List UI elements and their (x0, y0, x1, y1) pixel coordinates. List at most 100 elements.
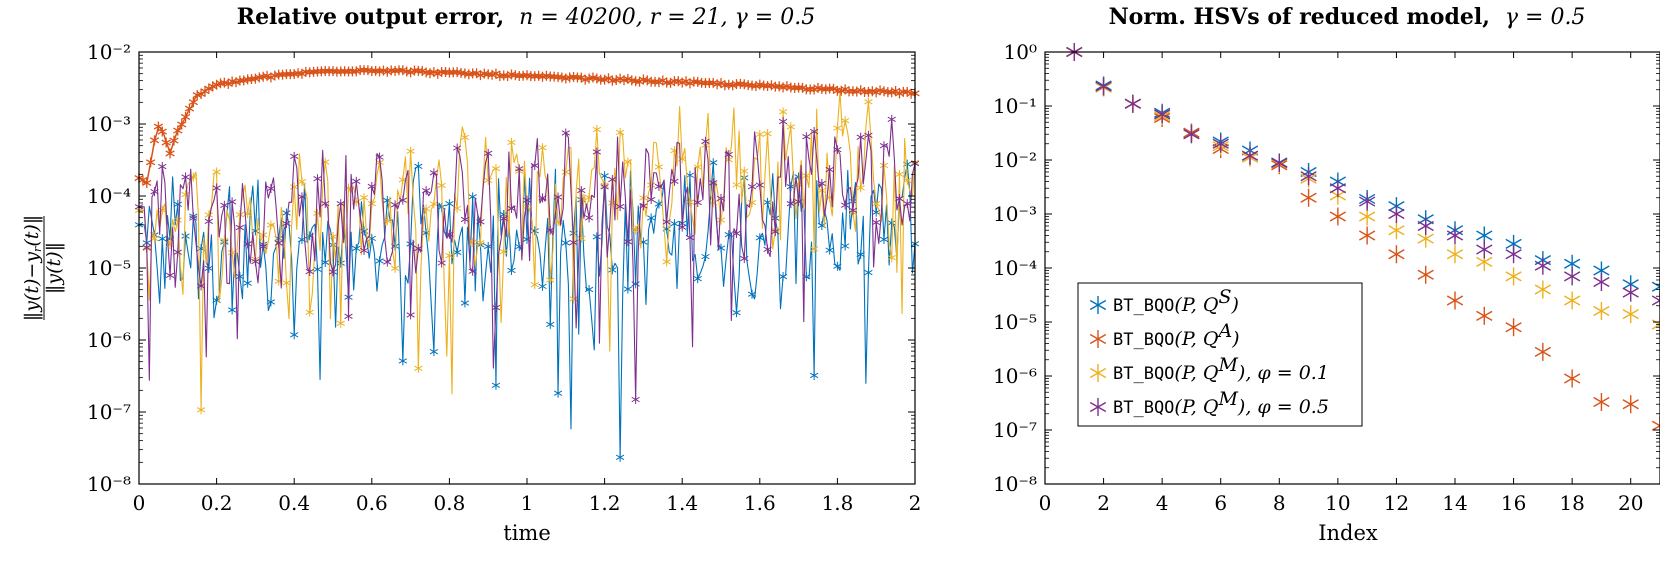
chart1-point (546, 319, 555, 329)
hsv-chart: Norm. HSVs of reduced model, γ = 0.5 0 2 4… (993, 4, 1660, 545)
chart1-point (421, 204, 431, 214)
chart1-point (507, 137, 516, 147)
chart1-point (324, 66, 334, 77)
chart1-point (414, 243, 423, 253)
legend-label-1: BT_BQO(P, QA) (1113, 320, 1240, 350)
chart2-point (1563, 291, 1581, 310)
chart1-point (204, 216, 213, 226)
chart1-point (805, 84, 815, 95)
chart1-point (235, 223, 245, 233)
chart1-point (700, 78, 711, 89)
chart1-point (460, 132, 470, 142)
chart1-x-tick-label: 1 (521, 491, 534, 515)
chart2-y-tick-label: 10⁻⁴ (993, 256, 1037, 280)
chart2-x-tick-label: 20 (1618, 491, 1643, 515)
chart1-point (872, 199, 881, 209)
chart1-point (809, 127, 819, 137)
chart1-point (398, 356, 407, 366)
chart1-point (763, 244, 772, 254)
chart2-x-tick-label: 8 (1273, 491, 1286, 515)
chart2-point (1622, 283, 1639, 302)
chart2-point (1388, 205, 1405, 223)
chart1-point (181, 172, 190, 182)
chart1-point (740, 166, 749, 176)
chart1-point (169, 135, 179, 146)
chart2-point (1446, 291, 1464, 310)
chart1-y-tick-label: 10⁻² (87, 40, 131, 64)
chart1-point (344, 311, 353, 321)
chart1-y-label-numerator: ‖y(t)−yr(t)‖ (21, 215, 44, 322)
chart1-point (755, 233, 764, 243)
chart1-point (460, 214, 470, 224)
chart1-point (336, 66, 346, 77)
chart1-point (491, 164, 501, 174)
chart1-point (235, 210, 245, 220)
chart1-point (460, 298, 470, 308)
chart2-point (1417, 265, 1434, 284)
chart1-point (359, 65, 369, 76)
chart1-point (339, 66, 350, 77)
legend-item-1: BT_BQO(P, QA) (1089, 320, 1240, 350)
chart2-x-tick-label: 12 (1384, 491, 1409, 515)
chart2-y-tick-label: 10⁰ (1004, 40, 1037, 64)
chart1-point (507, 203, 516, 213)
chart1-point (824, 83, 835, 94)
chart2-point (1593, 273, 1610, 292)
chart1-point (802, 272, 811, 282)
chart1-point (546, 275, 555, 285)
chart2-point (1358, 226, 1376, 245)
chart1-point (716, 215, 726, 225)
chart2-x-tick-label: 16 (1501, 491, 1526, 515)
chart1-point (678, 222, 687, 232)
chart1-point (615, 202, 625, 212)
chart1-point (157, 126, 167, 137)
chart1-point (352, 176, 361, 186)
legend-marker-3 (1089, 398, 1107, 416)
chart1-point (647, 180, 656, 190)
chart1-point (724, 230, 733, 240)
chart2-x-tick-label: 10 (1325, 491, 1350, 515)
chart1-point (778, 117, 788, 127)
chart1-point (701, 136, 710, 146)
chart2-x-tick-label: 18 (1559, 491, 1584, 515)
chart1-point (856, 183, 865, 193)
chart2-x-tick-label: 14 (1442, 491, 1467, 515)
chart1-point (491, 380, 501, 390)
chart1-series-2 (134, 90, 920, 415)
chart1-point (453, 247, 462, 257)
chart1-point (763, 197, 772, 207)
chart1-point (833, 123, 842, 133)
chart1-point (623, 157, 633, 167)
chart2-y-tick-label: 10⁻⁷ (993, 418, 1037, 442)
chart1-point (685, 233, 695, 243)
chart1-point (173, 215, 182, 225)
chart1-point (173, 199, 182, 209)
chart1-point (639, 201, 648, 211)
chart1-series-line-2 (139, 90, 916, 411)
chart1-point (189, 213, 198, 223)
chart1-point (444, 67, 455, 78)
chart2-point (1388, 221, 1405, 240)
chart1-point (445, 251, 454, 261)
chart2-point (1329, 179, 1347, 198)
chart1-point (887, 114, 896, 124)
chart1-point (297, 177, 307, 187)
chart2-title: Norm. HSVs of reduced model, γ = 0.5 (1109, 4, 1586, 30)
chart1-point (790, 82, 800, 93)
chart1-point (436, 67, 447, 78)
chart2-point (1505, 318, 1522, 337)
chart1-plot-frame (138, 51, 916, 485)
chart1-title-math: n = 40200, r = 21, γ = 0.5 (519, 5, 815, 30)
chart1-series-1 (134, 65, 920, 188)
chart1-point (600, 182, 609, 192)
chart1-point (553, 388, 563, 398)
chart1-point (429, 168, 439, 178)
chart1-point (305, 307, 314, 317)
chart1-point (709, 178, 718, 188)
chart1-point (631, 225, 640, 235)
chart1-point (468, 266, 477, 276)
chart1-title: Relative output error, n = 40200, r = 21… (237, 4, 815, 30)
chart1-x-tick-label: 0.4 (278, 491, 310, 515)
chart1-point (778, 107, 788, 117)
chart1-point (549, 71, 559, 82)
